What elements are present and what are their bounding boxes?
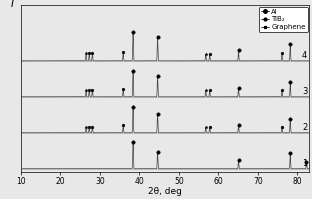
Text: 3: 3 [302, 87, 307, 96]
Legend: Al, TiB₂, Graphene: Al, TiB₂, Graphene [259, 7, 308, 32]
Y-axis label: I: I [11, 0, 14, 9]
X-axis label: 2θ, deg: 2θ, deg [148, 187, 182, 196]
Text: 4: 4 [302, 51, 307, 60]
Text: 2: 2 [302, 123, 307, 132]
Text: 1: 1 [302, 159, 307, 168]
